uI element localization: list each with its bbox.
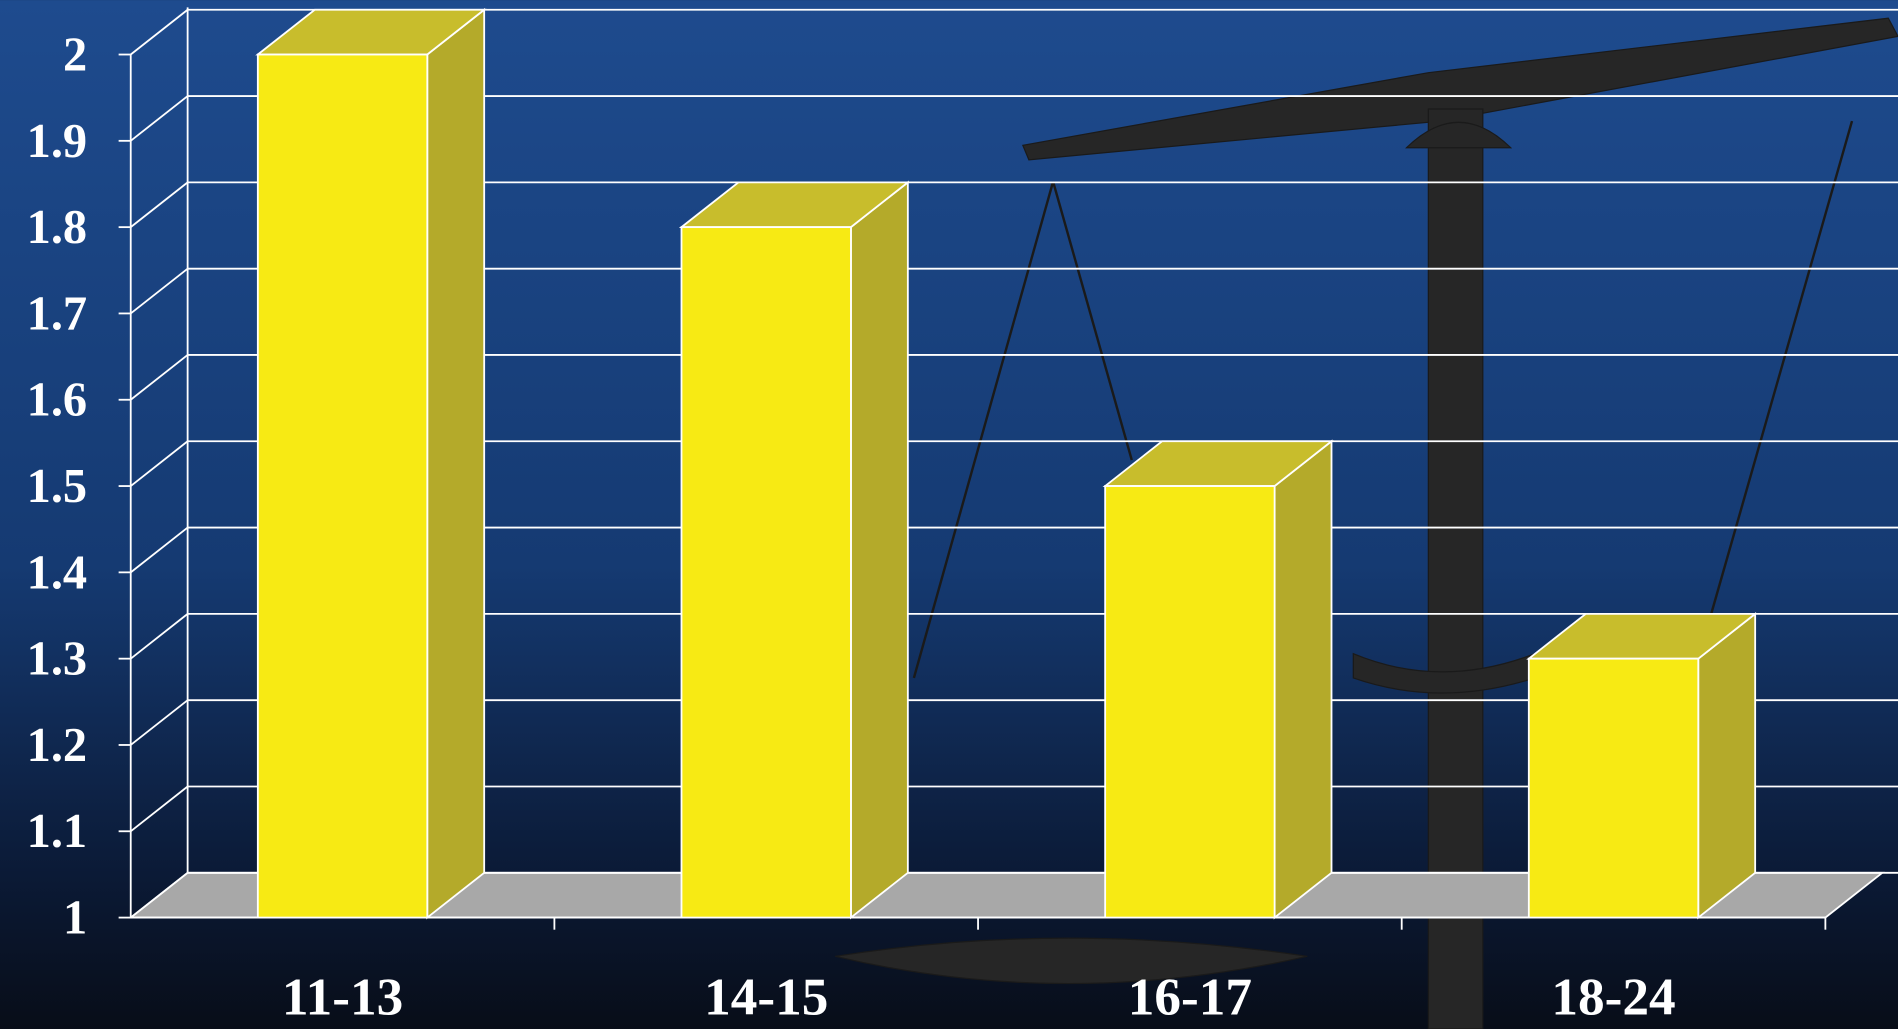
grid-line <box>130 440 189 487</box>
bar-side <box>850 180 909 920</box>
grid-line <box>130 526 189 574</box>
grid-line <box>130 699 189 746</box>
grid-line <box>130 785 189 832</box>
y-tick-label: 1.2 <box>27 719 88 772</box>
grid-line <box>130 613 189 660</box>
grid-line <box>130 9 189 56</box>
y-tick-label: 1.7 <box>27 287 88 340</box>
y-tick-label: 2 <box>63 28 87 81</box>
y-tick-label: 1 <box>63 892 87 945</box>
y-tick-label: 1.3 <box>27 633 88 686</box>
grid-line <box>130 95 189 142</box>
grid-line <box>130 267 189 315</box>
bar-side <box>1697 612 1757 920</box>
y-tick-label: 1.9 <box>27 115 88 168</box>
grid-line <box>130 354 189 401</box>
bar-side <box>426 7 486 920</box>
grid-line <box>130 872 189 919</box>
bar-side <box>1273 439 1333 920</box>
x-tick-label: 14-15 <box>704 968 828 1027</box>
bar <box>256 53 429 919</box>
x-tick-label: 16-17 <box>1128 968 1252 1027</box>
y-tick-label: 1.5 <box>27 460 88 513</box>
y-tick-label: 1.6 <box>27 374 88 427</box>
y-tick-label: 1.4 <box>27 546 88 599</box>
grid-line <box>130 181 189 228</box>
bar <box>680 226 852 919</box>
x-tick-label: 11-13 <box>282 968 403 1027</box>
y-tick-label: 1.1 <box>27 805 88 858</box>
bar <box>1104 485 1276 919</box>
y-tick-label: 1.8 <box>27 201 88 254</box>
bar <box>1527 657 1700 919</box>
x-tick-label: 18-24 <box>1551 968 1675 1027</box>
